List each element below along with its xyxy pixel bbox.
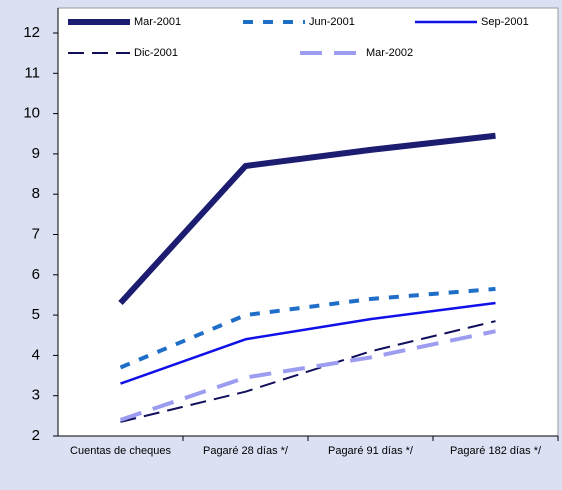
x-tick-label: Pagaré 182 días */: [449, 445, 542, 457]
y-tick-label: 9: [32, 145, 40, 162]
y-tick-label: 7: [32, 225, 40, 242]
series-line: [120, 301, 496, 385]
legend-label: Mar-2001: [134, 16, 181, 28]
legend-label: Sep-2001: [481, 16, 529, 28]
series-line: [119, 286, 496, 370]
y-tick-label: 8: [32, 185, 40, 202]
y-tick-label: 2: [32, 427, 40, 444]
series-line: [119, 329, 496, 422]
y-tick-label: 6: [32, 266, 40, 283]
legend-label: Dic-2001: [134, 47, 178, 59]
x-tick-label: Cuentas de cheques: [70, 445, 171, 457]
series-line: [118, 132, 496, 306]
x-tick-label: Pagaré 91 días */: [327, 445, 413, 457]
y-tick-label: 12: [23, 24, 40, 41]
x-tick-label: Pagaré 28 días */: [202, 445, 288, 457]
plot-area: [57, 7, 559, 437]
series-line: [120, 320, 496, 423]
y-tick-label: 4: [32, 346, 40, 363]
y-tick-label: 5: [32, 306, 40, 323]
legend-label: Mar-2002: [366, 47, 413, 59]
legend-label: Jun-2001: [309, 16, 355, 28]
y-tick-label: 10: [23, 105, 40, 122]
y-tick-label: 3: [32, 387, 40, 404]
y-tick-label: 11: [24, 64, 40, 81]
